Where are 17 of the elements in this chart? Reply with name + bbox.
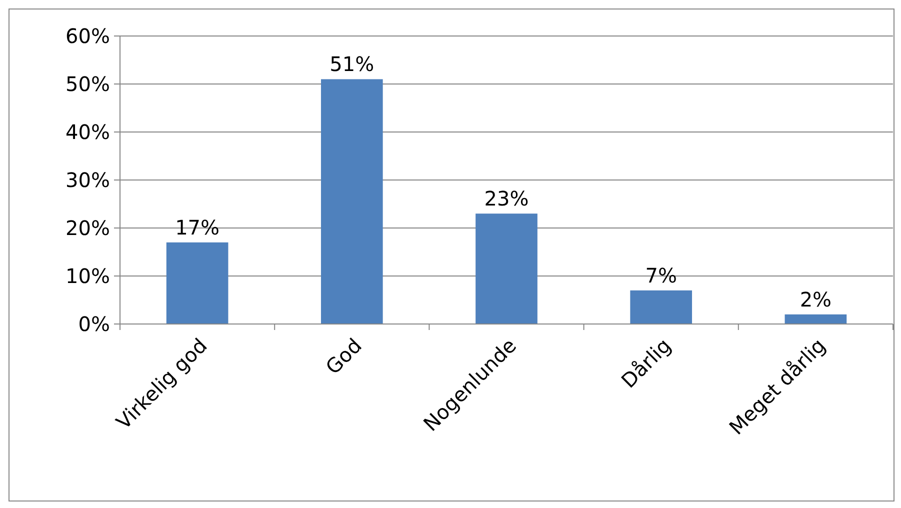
data-label: 17% xyxy=(175,215,220,240)
y-tick-label: 0% xyxy=(78,312,110,336)
bar xyxy=(476,214,538,324)
bar xyxy=(630,290,692,324)
y-tick-label: 50% xyxy=(66,72,110,96)
y-tick-label: 30% xyxy=(66,168,110,192)
data-label: 51% xyxy=(330,52,374,76)
bar xyxy=(784,314,847,324)
data-label: 7% xyxy=(645,263,677,288)
y-tick-label: 20% xyxy=(66,216,110,240)
data-label: 23% xyxy=(484,186,529,211)
bar xyxy=(320,79,383,324)
y-tick-label: 60% xyxy=(66,24,110,48)
y-tick-label: 10% xyxy=(66,264,110,288)
data-label: 2% xyxy=(800,287,832,312)
bar xyxy=(166,242,228,324)
y-tick-label: 40% xyxy=(66,120,110,144)
